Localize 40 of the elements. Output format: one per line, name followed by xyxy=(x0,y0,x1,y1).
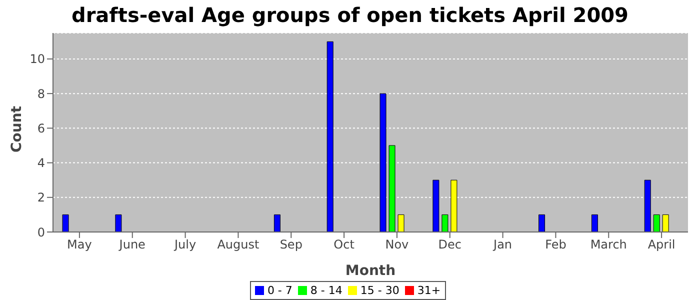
bar xyxy=(326,41,334,232)
bar xyxy=(380,93,386,232)
x-tick-label: Sep xyxy=(280,238,302,252)
y-tick-label: 8 xyxy=(37,86,45,101)
bar xyxy=(538,214,546,232)
x-tick-label: July xyxy=(173,238,196,252)
x-tick-label: Dec xyxy=(438,238,462,252)
y-tick-label: 4 xyxy=(37,156,45,170)
x-tick-label: Oct xyxy=(334,238,355,252)
bar xyxy=(432,180,440,232)
bar xyxy=(398,214,404,232)
x-tick-label: Jan xyxy=(492,238,512,252)
legend-label: 31+ xyxy=(417,284,441,297)
x-tick-label: Nov xyxy=(385,238,409,252)
bar xyxy=(274,214,280,232)
y-tick-label: 6 xyxy=(37,121,45,136)
x-tick-label: August xyxy=(217,238,260,252)
chart-title: drafts-eval Age groups of open tickets April 2009 xyxy=(70,2,630,29)
x-tick-label: Feb xyxy=(545,238,566,252)
y-tick-label: 10 xyxy=(30,52,45,66)
legend-label: 15 - 30 xyxy=(360,284,400,297)
legend-label: 8 - 14 xyxy=(310,284,342,297)
bar xyxy=(591,214,598,232)
y-tick-label: 0 xyxy=(37,225,45,240)
x-tick-label: June xyxy=(118,238,146,252)
bar xyxy=(115,214,122,232)
bar xyxy=(442,214,448,232)
bar xyxy=(653,214,660,232)
x-axis-title: Month xyxy=(345,263,396,279)
x-tick-label: May xyxy=(67,238,92,252)
bar xyxy=(62,214,69,232)
bar xyxy=(450,180,458,232)
legend-label: 0 - 7 xyxy=(267,284,292,297)
x-tick-label: March xyxy=(590,238,627,252)
y-tick-label: 2 xyxy=(37,190,45,205)
bar xyxy=(388,145,396,232)
bar xyxy=(662,214,669,232)
y-axis-title: Count xyxy=(8,106,25,152)
bar xyxy=(644,180,651,232)
x-tick-label: April xyxy=(648,238,676,252)
